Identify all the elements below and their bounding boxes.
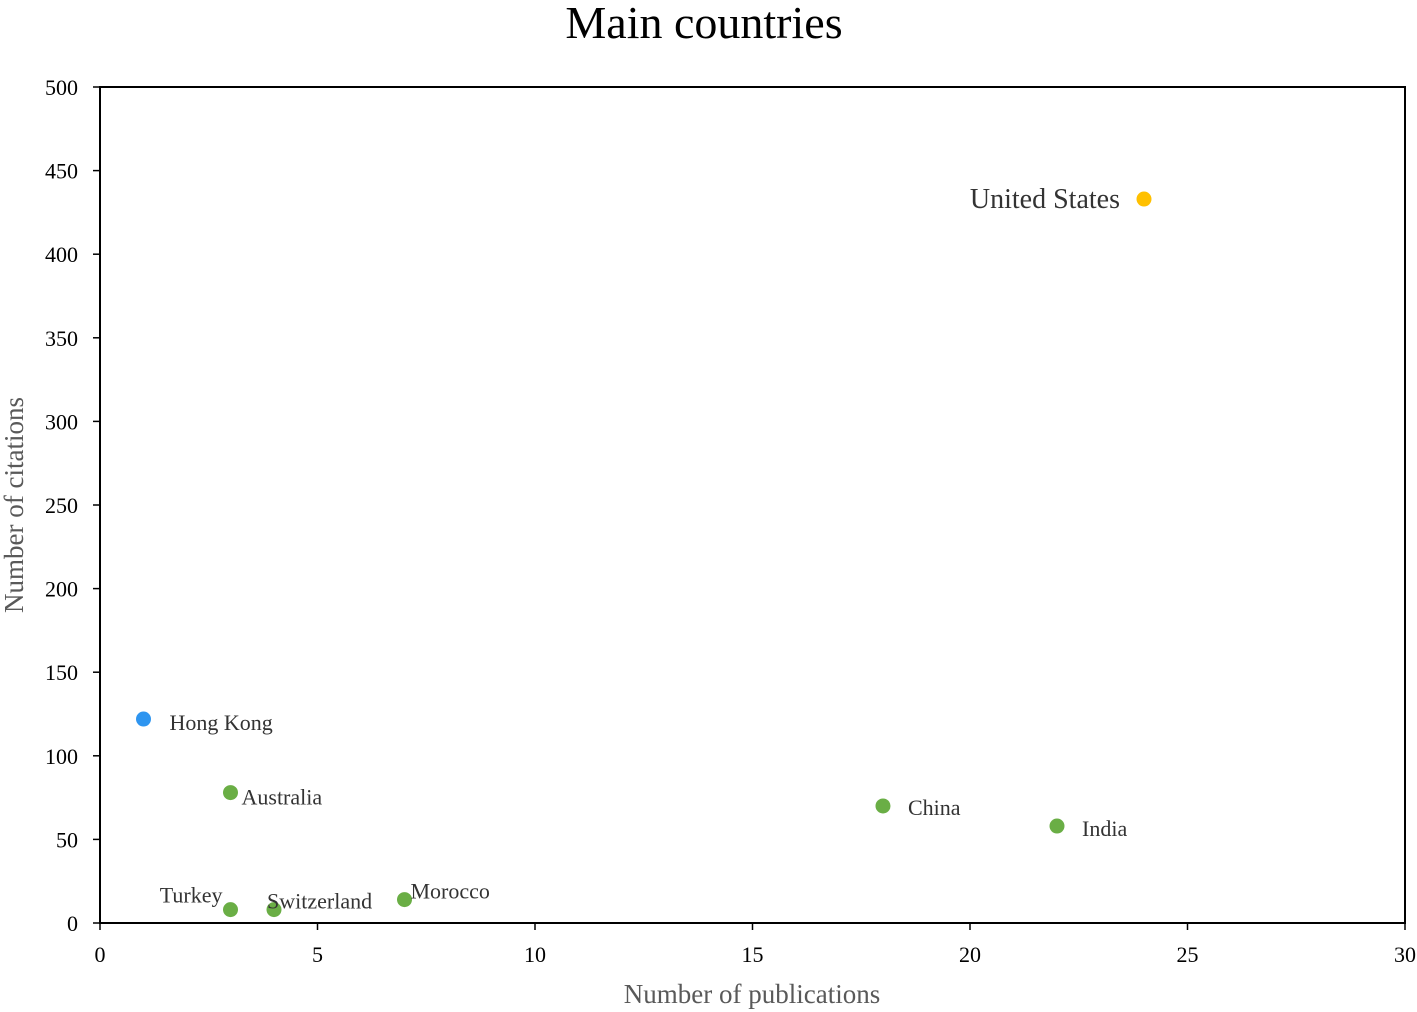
data-point: [266, 902, 282, 918]
y-axis-ticks: 0 50 100 150 200 250 300 350 400 450 500: [45, 75, 100, 936]
y-tick-label: 100: [45, 744, 78, 769]
y-tick-label: 500: [45, 75, 78, 100]
y-axis-label: Number of citations: [0, 397, 29, 613]
plot-area: [99, 86, 1406, 924]
data-label: India: [1082, 816, 1127, 841]
data-point: [1136, 191, 1152, 207]
data-label: Morocco: [411, 879, 490, 904]
x-tick-label: 30: [1394, 942, 1416, 967]
x-tick-label: 15: [742, 942, 764, 967]
data-label: China: [908, 795, 961, 820]
y-tick-label: 150: [45, 660, 78, 685]
y-tick-label: 450: [45, 159, 78, 184]
data-label: Australia: [242, 785, 323, 810]
data-label: United States: [970, 184, 1120, 215]
data-point: [223, 785, 238, 801]
y-tick-label: 350: [45, 326, 78, 351]
data-labels: United States Hong Kong Australia China Indi…: [160, 184, 1128, 914]
chart-title: Main countries: [565, 0, 842, 48]
data-point: [397, 892, 412, 908]
data-points: [136, 191, 1152, 918]
y-tick-label: 300: [45, 409, 78, 434]
y-tick-label: 250: [45, 493, 78, 518]
x-tick-label: 0: [95, 942, 106, 967]
data-point: [1049, 818, 1065, 834]
x-tick-label: 25: [1177, 942, 1199, 967]
data-point: [223, 902, 238, 918]
x-tick-label: 5: [312, 942, 323, 967]
y-tick-label: 400: [45, 242, 78, 267]
x-axis-ticks: 0 5 10 15 20 25 30: [95, 923, 1416, 967]
data-point: [136, 711, 151, 727]
x-tick-label: 20: [959, 942, 981, 967]
x-axis-label: Number of publications: [624, 979, 880, 1009]
data-label: Turkey: [160, 883, 223, 908]
y-tick-label: 200: [45, 577, 78, 602]
data-label: Switzerland: [267, 889, 372, 914]
data-point: [875, 798, 891, 814]
y-tick-label: 0: [67, 911, 78, 936]
y-tick-label: 50: [56, 827, 78, 852]
data-label: Hong Kong: [170, 710, 273, 735]
x-tick-label: 10: [524, 942, 546, 967]
